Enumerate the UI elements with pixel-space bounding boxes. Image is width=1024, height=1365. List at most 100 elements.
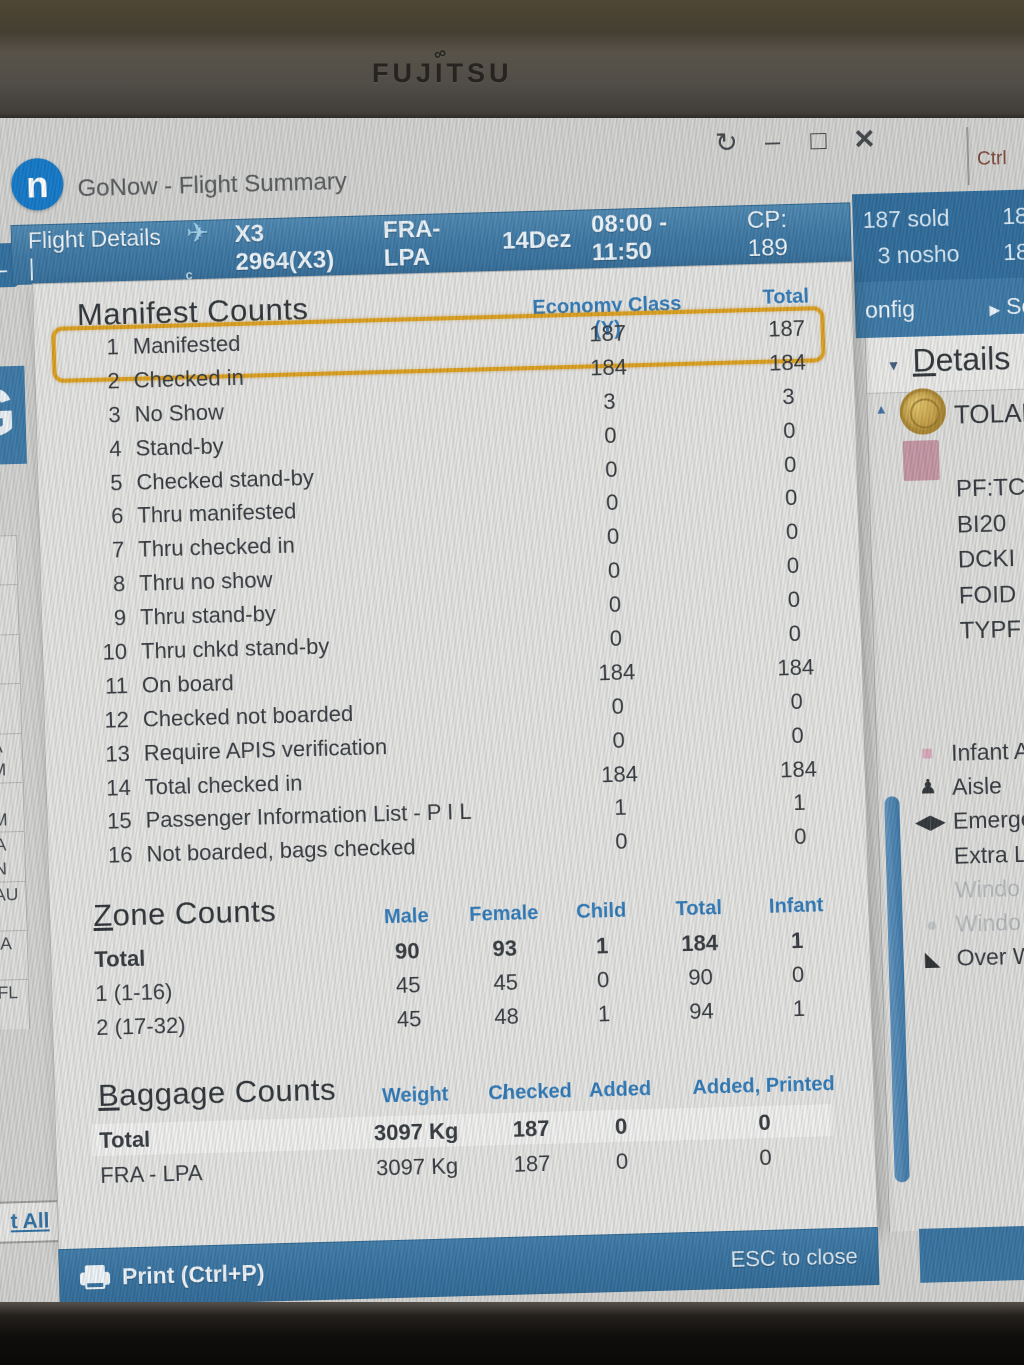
total-value: 0 [786,553,800,579]
maximize-button[interactable]: □ [809,124,828,156]
legend-label: Emerge [952,805,1024,835]
details-side-panel: ▼ Details ▲ TOLAM PF:TCR BI20 DCKI FOID … [864,330,1024,1232]
close-button[interactable]: × [854,119,875,159]
passenger-list-item: ID [0,954,29,981]
row-number: 7 [111,537,125,563]
child-value: 1 [597,1001,611,1027]
row-label: Thru no show [138,567,273,596]
passenger-list-item: ID [0,905,28,932]
scrollbar-thumb[interactable] [884,796,910,1183]
window-controls: ↻ – □ × [712,119,879,160]
economy-value: 184 [589,354,628,381]
passenger-list-item: RLA [0,732,23,759]
row-number: 2 [107,368,121,394]
chevron-down-icon: ▼ [886,357,901,374]
legend-item: Extra Le [915,836,1024,874]
child-value: 1 [595,933,609,959]
total-column-header: Total [675,897,723,921]
male-value: 90 [394,938,420,964]
total-value: 0 [790,688,804,714]
infant-value: 1 [790,927,804,954]
select-all-button[interactable]: t All [0,1200,59,1245]
row-label: Thru chkd stand-by [140,633,330,664]
economy-value: 0 [612,727,626,753]
economy-value: 3 [603,388,616,414]
search-tab[interactable]: ▶ Sea [989,291,1024,319]
emergency-exit-icon: ◀▶ [914,810,947,834]
total-value: 184 [777,654,815,681]
aisle-seat-icon: ♟ [918,776,938,800]
row-number: 12 [104,706,130,733]
total-value: 0 [782,417,796,443]
female-column-header: Female [469,902,539,926]
economy-value: 184 [598,659,636,686]
capacity-label: CP: 189 [746,206,789,263]
passenger-list-item: R, L [0,683,22,710]
male-value: 45 [396,1006,422,1032]
passenger-list-item: KLAU [0,880,27,907]
economy-value: 0 [605,490,619,516]
minimize-button[interactable]: – [764,126,781,157]
child-value: 0 [596,967,610,993]
flight-route: FRA-LPA [382,215,441,272]
row-label: Thru stand-by [139,601,277,630]
flight-time: 08:00 - 11:50 [590,209,668,267]
economy-value: 0 [611,693,625,719]
row-number: 5 [109,469,123,496]
window-seat-icon [917,890,945,891]
zone-label: Total [94,945,146,973]
total-value: 90 [688,964,714,990]
esc-to-close-hint: ESC to close [730,1243,859,1272]
row-number: 6 [110,503,124,529]
row-label: Checked stand-by [136,464,315,495]
row-label: Total checked in [144,769,303,800]
row-label: Thru checked in [137,532,296,563]
row-label: On board [141,670,235,698]
manifest-rows: 1 Manifested 187 187 2 Checked in 184 18… [35,314,867,878]
row-label: Manifested [132,330,241,359]
row-label: Thru manifested [137,498,297,529]
airline-logo-icon: ✈c [185,217,210,283]
monitor-brand-text: FUJITSU [372,58,513,88]
row-number: 8 [112,571,126,597]
economy-value: 0 [607,557,621,584]
added-printed-value: 0 [759,1144,772,1170]
passenger-list-item: FRA [0,831,26,858]
economy-value: 1 [614,795,627,821]
code-item: TYPF [959,615,1022,645]
economy-value: 0 [606,524,620,550]
row-number: 3 [108,401,121,428]
added-column-header: Added [588,1078,652,1102]
passenger-list-item: ID [0,1003,31,1031]
row-label: Checked not boarded [142,700,354,732]
refresh-icon[interactable]: ↻ [714,127,739,158]
economy-value: 0 [603,422,617,448]
row-label: Checked in [133,364,245,393]
scroll-up-icon[interactable]: ▲ [874,401,888,417]
total-value: 0 [788,620,802,647]
details-section-header[interactable]: ▼ Details [865,330,1024,394]
infant-icon: ■ [920,742,934,765]
added-value: 0 [615,1148,629,1174]
zone-counts-title: Zone Counts [92,893,277,934]
checked-value: 187 [512,1115,550,1142]
total-value: 0 [785,519,799,545]
chevron-right-icon: ▶ [989,300,1001,318]
total-value: 0 [793,824,807,850]
male-value: 45 [395,972,421,998]
details-title: Details [911,340,1011,379]
row-number: 1 [106,334,120,360]
screen: 9 ch -L G TA D OD D R, E D R, L D RLA D,… [0,118,1024,1302]
economy-value: 0 [608,591,622,618]
config-tab[interactable]: onfig [864,295,916,323]
legend-item: ● Windo [917,904,1024,942]
child-column-header: Child [575,899,627,924]
code-list: PF:TCR BI20 DCKI FOID TYPF [956,469,1024,649]
flight-number: X3 2964(X3) [234,220,335,276]
passenger-list-item: D [0,658,21,685]
print-button[interactable]: Print (Ctrl+P) [79,1259,265,1291]
weight-column-header: Weight [381,1083,449,1108]
legend-item: ◣ Over W [918,938,1024,976]
extra-legroom-icon [916,856,944,857]
